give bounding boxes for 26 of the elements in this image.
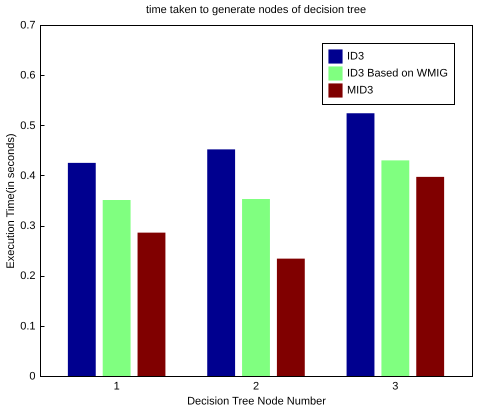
y-tick-label: 0.3: [20, 220, 36, 232]
bar: [381, 160, 410, 376]
y-tick-label: 0.6: [20, 70, 36, 82]
y-tick-label: 0.1: [20, 320, 36, 332]
legend-label: ID3 Based on WMIG: [347, 68, 448, 80]
x-tick-label: 2: [252, 380, 260, 392]
bar: [102, 200, 131, 376]
bar: [416, 176, 444, 376]
chart-title: time taken to generate nodes of decision tree: [146, 4, 366, 16]
bar: [346, 113, 374, 376]
bar: [138, 232, 166, 376]
x-tick-label: 3: [392, 380, 398, 392]
y-tick-label: 0.2: [20, 270, 36, 282]
bar: [207, 149, 236, 376]
x-axis-title: Decision Tree Node Number: [187, 396, 326, 408]
y-axis-title: Execution Time(in seconds): [5, 133, 18, 269]
x-tick-label: 1: [114, 380, 120, 392]
bar: [242, 198, 270, 376]
y-tick-label: 0.4: [20, 170, 36, 182]
y-tick-label: 0: [29, 370, 36, 382]
bar: [68, 162, 96, 376]
y-tick-label: 0.7: [20, 20, 36, 32]
bar: [276, 258, 305, 376]
legend-label: ID3: [347, 50, 364, 62]
y-tick-label: 0.5: [20, 120, 36, 132]
legend-label: MID3: [347, 84, 374, 96]
